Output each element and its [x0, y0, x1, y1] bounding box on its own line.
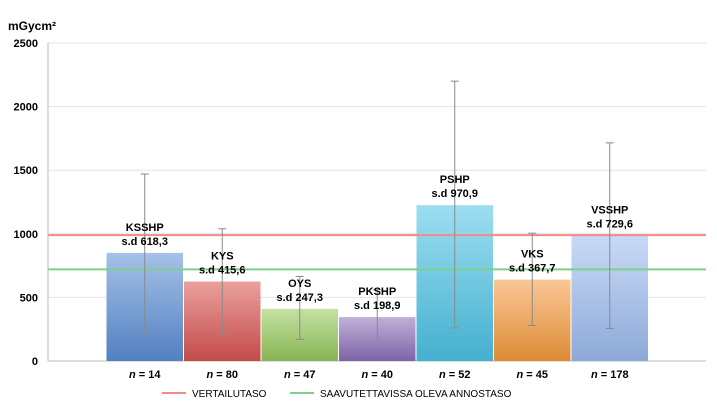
- sd-label: s.d 618,3: [122, 236, 168, 248]
- n-value: = 40: [368, 369, 393, 381]
- n-value: = 14: [136, 369, 162, 381]
- n-value: = 47: [291, 369, 316, 381]
- legend-label: SAAVUTETTAVISSA OLEVA ANNOSTASO: [320, 389, 512, 400]
- y-tick-label: 2000: [14, 102, 38, 114]
- sd-label: s.d 367,7: [509, 263, 555, 275]
- reference-lines: [48, 234, 706, 271]
- n-label: n = 45: [516, 369, 548, 381]
- category-label: VSSHP: [591, 205, 628, 217]
- n-symbol: n: [516, 369, 523, 381]
- sd-label: s.d 247,3: [277, 292, 323, 304]
- y-tick-label: 1500: [14, 165, 38, 177]
- n-label: n = 47: [284, 369, 316, 381]
- legend-label: VERTAILUTASO: [192, 389, 267, 400]
- sd-label: s.d 198,9: [354, 300, 400, 312]
- category-label: KSSHP: [126, 222, 164, 234]
- n-symbol: n: [129, 369, 136, 381]
- n-value: = 178: [598, 369, 629, 381]
- n-symbol: n: [284, 369, 291, 381]
- category-label: OYS: [288, 278, 311, 290]
- category-label: VKS: [521, 249, 544, 261]
- n-value: = 80: [213, 369, 238, 381]
- y-tick-label: 2500: [14, 38, 38, 50]
- y-tick-label: 1000: [14, 229, 38, 241]
- bar-labels: KSSHP s.d 618,3 n = 14 KYS s.d 415,6 n = 80 OY…: [122, 174, 633, 381]
- legend: VERTAILUTASO SAAVUTETTAVISSA OLEVA ANNOST…: [162, 389, 512, 400]
- y-axis-label: mGycm²: [8, 19, 56, 33]
- category-label: PKSHP: [358, 286, 396, 298]
- n-symbol: n: [361, 369, 368, 381]
- sd-label: s.d 415,6: [199, 265, 245, 277]
- y-tick-label: 500: [20, 292, 38, 304]
- n-symbol: n: [206, 369, 213, 381]
- n-symbol: n: [439, 369, 446, 381]
- n-value: = 52: [446, 369, 471, 381]
- n-label: n = 178: [591, 369, 629, 381]
- n-label: n = 14: [129, 369, 161, 381]
- y-tick-label: 0: [32, 356, 38, 368]
- n-symbol: n: [591, 369, 598, 381]
- n-label: n = 52: [439, 369, 471, 381]
- category-label: PSHP: [440, 174, 470, 186]
- n-label: n = 80: [206, 369, 238, 381]
- sd-label: s.d 970,9: [432, 188, 478, 200]
- category-label: KYS: [211, 251, 234, 263]
- sd-label: s.d 729,6: [587, 219, 633, 231]
- error-bars: [140, 80, 614, 342]
- n-value: = 45: [523, 369, 548, 381]
- n-label: n = 40: [361, 369, 393, 381]
